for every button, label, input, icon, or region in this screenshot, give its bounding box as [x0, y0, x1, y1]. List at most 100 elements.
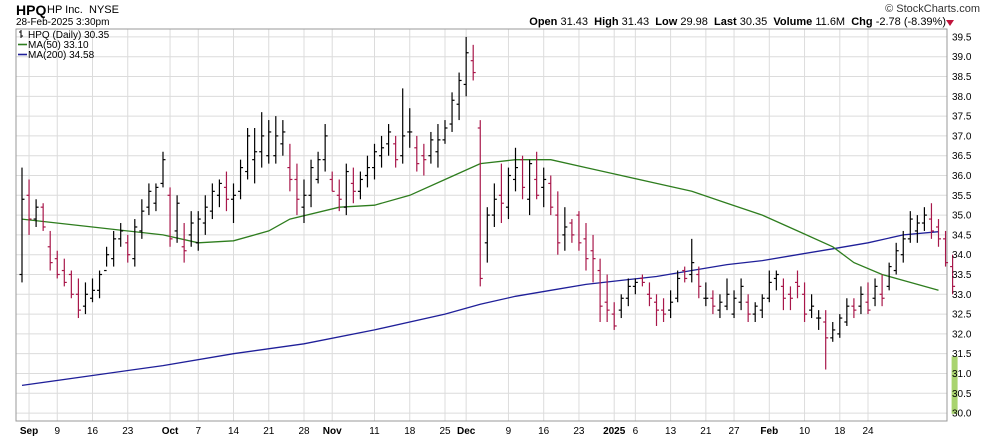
- ohlc-bar: [47, 230, 53, 271]
- ohlc-bar: [675, 270, 681, 303]
- company-name: HP Inc. NYSE: [47, 4, 119, 16]
- ohlc-bar: [646, 282, 652, 307]
- x-tick-label: 21: [263, 426, 275, 437]
- x-tick-label: 18: [834, 426, 846, 437]
- ma200-line: [21, 231, 939, 387]
- ohlc-bar: [872, 278, 878, 307]
- ohlc-bar: [879, 274, 885, 307]
- ohlc-bar: [759, 294, 765, 319]
- ohlc-bar: [139, 199, 145, 239]
- ohlc-bar: [555, 191, 561, 255]
- ohlc-bar: [280, 120, 286, 156]
- ohlc-bar: [308, 159, 314, 208]
- ohlc-bar: [33, 199, 39, 227]
- ohlc-bar: [844, 298, 850, 326]
- ohlc-bar: [407, 108, 413, 148]
- ohlc-bar: [125, 234, 131, 263]
- ohlc-bar: [618, 294, 624, 319]
- ohlc-bar: [766, 270, 772, 303]
- ohlc-bar: [40, 203, 46, 231]
- ohlc-bar: [795, 270, 800, 299]
- ohlc-bar: [611, 302, 617, 330]
- ohlc-bar: [160, 151, 166, 188]
- ohlc-bar: [26, 179, 32, 235]
- ohlc-bar: [90, 278, 95, 303]
- ohlc-bar: [61, 258, 67, 287]
- y-tick-label: 30.0: [952, 409, 972, 420]
- ohlc-bar: [216, 179, 222, 208]
- ohlc-bar: [682, 266, 688, 283]
- y-tick-label: 34.0: [952, 250, 972, 261]
- ohlc-bar: [527, 159, 533, 216]
- ohlc-bar: [590, 234, 596, 283]
- x-tick-label: Oct: [162, 426, 179, 437]
- ohlc-bar: [809, 294, 815, 319]
- ohlc-bar: [541, 167, 547, 208]
- ohlc-bar: [703, 282, 709, 307]
- ohlc-bar: [223, 171, 229, 212]
- ohlc-bar: [858, 286, 864, 315]
- ohlc-bar: [456, 72, 462, 121]
- x-tick-label: 23: [573, 426, 585, 437]
- y-tick-label: 33.0: [952, 290, 972, 301]
- ohlc-bar: [745, 294, 751, 323]
- ohlc-bar: [372, 143, 377, 180]
- y-tick-label: 36.0: [952, 171, 972, 182]
- ohlc-bar: [907, 211, 913, 243]
- y-tick-label: 38.0: [952, 92, 972, 103]
- ohlc-bar: [132, 219, 138, 267]
- ohlc-bar: [153, 183, 159, 212]
- legend-entry: HPQ (Daily) 30.35: [28, 30, 110, 41]
- y-axis: 30.0 30.5 31.0 31.5 32.0 32.5 33.0 33.5 34.0 34.5…: [952, 32, 972, 419]
- ohlc-bar: [470, 44, 476, 81]
- x-tick-label: Feb: [760, 426, 778, 437]
- ohlc-bar: [463, 36, 469, 97]
- stockcharts-logo[interactable]: © StockCharts.com: [885, 3, 980, 15]
- ohlc-bar: [498, 163, 504, 224]
- ohlc-bar: [816, 310, 822, 330]
- chart-date: 28-Feb-2025 3:30pm: [16, 17, 110, 28]
- ohlc-bar: [943, 230, 949, 267]
- ohlc-bar: [252, 127, 258, 184]
- ohlc-bar: [111, 230, 117, 267]
- ohlc-bar: [118, 223, 124, 247]
- ohlc-bar: [301, 179, 307, 224]
- ohlc-bar: [315, 151, 321, 184]
- y-tick-label: 30.5: [952, 389, 972, 400]
- y-tick-label: 32.5: [952, 310, 972, 321]
- ohlc-bar: [914, 215, 920, 243]
- ohlc-bar: [146, 183, 152, 216]
- ohlc-bar: [724, 278, 730, 311]
- symbol[interactable]: HPQ: [16, 2, 47, 18]
- ohlc-bar: [231, 183, 236, 224]
- ohlc-bar: [97, 270, 103, 299]
- ohlc-bar: [738, 278, 744, 311]
- volume-highlight: [951, 356, 958, 414]
- legend-entry: MA(50) 33.10: [28, 40, 89, 51]
- ohlc-bar: [625, 278, 631, 307]
- ohlc-bar: [837, 314, 843, 338]
- ohlc-bar: [400, 88, 406, 164]
- ohlc-bar: [520, 155, 526, 200]
- ohlc-bar: [661, 298, 667, 323]
- ohlc-bar: [379, 135, 385, 168]
- last-bar-range-highlight: [951, 356, 958, 414]
- x-tick-label: 2025: [603, 426, 626, 437]
- ohlc-bar: [343, 163, 349, 216]
- ma50-line: [21, 159, 939, 291]
- ohlc-bar: [238, 159, 244, 200]
- ohlc-bar: [752, 302, 758, 323]
- ohlc-bar: [717, 294, 723, 319]
- x-tick-label: 16: [538, 426, 550, 437]
- ohlc-bar: [534, 151, 540, 200]
- ohlc-bar: [654, 294, 659, 326]
- ohlc-bar: [202, 195, 208, 235]
- ohlc-bar: [583, 223, 589, 271]
- y-tick-label: 35.5: [952, 191, 972, 202]
- ohlc-bar: [259, 112, 265, 168]
- ohlc-bar: [928, 203, 934, 239]
- ohlc-bar: [477, 120, 483, 287]
- ohlc-bar: [491, 183, 497, 227]
- ohlc-bar: [569, 219, 575, 243]
